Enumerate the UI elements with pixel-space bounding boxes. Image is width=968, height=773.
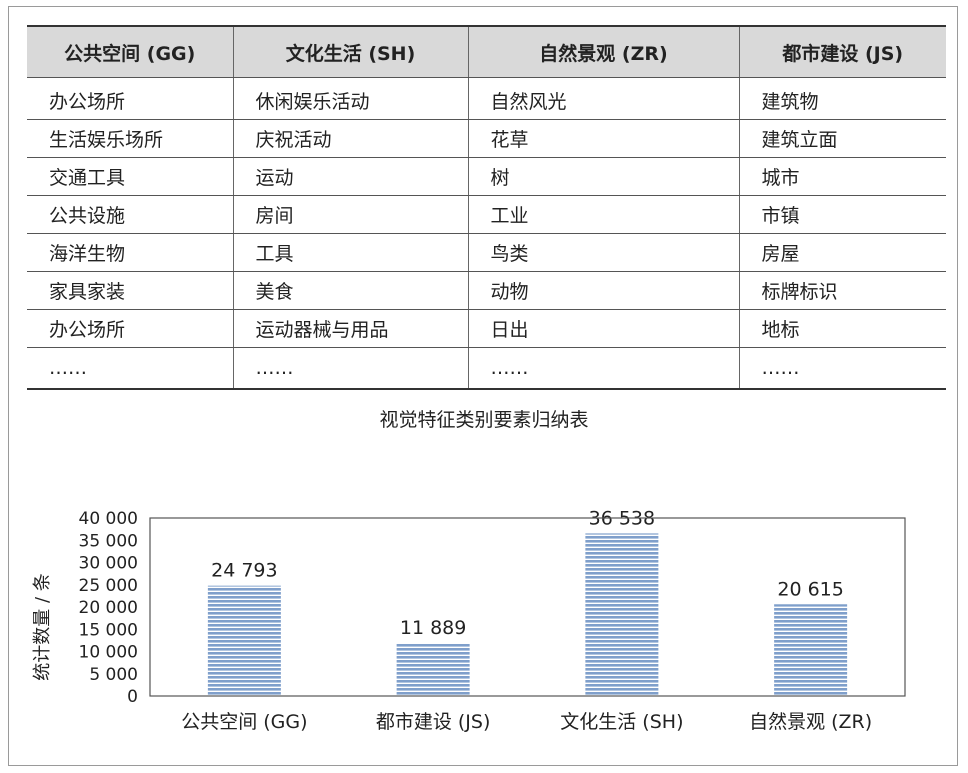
y-tick-label: 25 000 — [79, 576, 138, 596]
header-js: 都市建设 (JS) — [738, 25, 946, 78]
table-cell: 运动器械与用品 — [232, 309, 468, 348]
x-axis: 公共空间 (GG) 都市建设 (JS) 文化生活 (SH) 自然景观 (ZR) — [181, 711, 872, 733]
y-tick-label: 20 000 — [79, 598, 138, 618]
table-cell: 工具 — [232, 233, 468, 272]
bar — [396, 643, 470, 696]
table-row: 海洋生物 工具 鸟类 房屋 — [27, 233, 946, 272]
table-cell: 自然风光 — [467, 77, 739, 120]
table-cell: 标牌标识 — [738, 271, 946, 310]
table-cell: 房间 — [232, 195, 468, 234]
table-row: 办公场所 休闲娱乐活动 自然风光 建筑物 — [27, 77, 946, 120]
bar — [774, 604, 848, 696]
table-cell: 建筑立面 — [738, 119, 946, 158]
table-cell: 家具家装 — [27, 271, 233, 310]
table-cell: 海洋生物 — [27, 233, 233, 272]
bar — [585, 533, 659, 696]
table-cell: 生活娱乐场所 — [27, 119, 233, 158]
y-tick-label: 30 000 — [79, 554, 138, 574]
x-tick-label: 公共空间 (GG) — [181, 711, 307, 733]
x-tick-label: 文化生活 (SH) — [560, 711, 683, 733]
table-cell: 美食 — [232, 271, 468, 310]
y-tick-label: 10 000 — [79, 643, 138, 663]
table-cell: 公共设施 — [27, 195, 233, 234]
header-sh: 文化生活 (SH) — [232, 25, 468, 78]
table-cell: 工业 — [467, 195, 739, 234]
table-cell: 运动 — [232, 157, 468, 196]
table-cell: 庆祝活动 — [232, 119, 468, 158]
y-axis-label: 统计数量 / 条 — [32, 573, 53, 681]
table-cell: 办公场所 — [27, 77, 233, 120]
table-cell: 地标 — [738, 309, 946, 348]
bar-value-label: 20 615 — [777, 578, 843, 600]
table-cell: …… — [467, 347, 739, 390]
bar-value-label: 24 793 — [211, 560, 277, 582]
table-row: 办公场所 运动器械与用品 日出 地标 — [27, 309, 946, 348]
table-row: 交通工具 运动 树 城市 — [27, 157, 946, 196]
y-tick-label: 5 000 — [89, 665, 138, 685]
x-tick-label: 都市建设 (JS) — [376, 711, 491, 733]
y-tick-label: 15 000 — [79, 620, 138, 640]
table-cell: 花草 — [467, 119, 739, 158]
table-cell: 休闲娱乐活动 — [232, 77, 468, 120]
table-row: 公共设施 房间 工业 市镇 — [27, 195, 946, 234]
table-cell: 市镇 — [738, 195, 946, 234]
y-tick-label: 35 000 — [79, 531, 138, 551]
table-cell: 城市 — [738, 157, 946, 196]
bar — [207, 585, 281, 696]
table-row: 生活娱乐场所 庆祝活动 花草 建筑立面 — [27, 119, 946, 158]
table-cell: 办公场所 — [27, 309, 233, 348]
table-cell: 交通工具 — [27, 157, 233, 196]
x-tick-label: 自然景观 (ZR) — [749, 711, 872, 733]
figure-frame — [8, 6, 958, 766]
header-zr: 自然景观 (ZR) — [467, 25, 739, 78]
plot-area-border — [149, 517, 906, 697]
table-cell: 房屋 — [738, 233, 946, 272]
table-header-row: 公共空间 (GG) 文化生活 (SH) 自然景观 (ZR) 都市建设 (JS) — [27, 25, 946, 78]
table-cell: 鸟类 — [467, 233, 739, 272]
table-row: 家具家装 美食 动物 标牌标识 — [27, 271, 946, 310]
table-cell: 建筑物 — [738, 77, 946, 120]
table-cell: 树 — [467, 157, 739, 196]
feature-table: 公共空间 (GG) 文化生活 (SH) 自然景观 (ZR) 都市建设 (JS) … — [27, 25, 946, 390]
header-gg: 公共空间 (GG) — [27, 25, 233, 78]
table-cell: 动物 — [467, 271, 739, 310]
table-row: …… …… …… …… — [27, 347, 946, 390]
table-caption: 视觉特征类别要素归纳表 — [379, 409, 589, 431]
y-tick-label: 40 000 — [79, 509, 138, 529]
table-cell: …… — [738, 347, 946, 390]
y-tick-label: 0 — [127, 687, 138, 707]
table-cell: …… — [232, 347, 468, 390]
table-cell: 日出 — [467, 309, 739, 348]
table-cell: …… — [27, 347, 233, 390]
bar-value-label: 11 889 — [400, 617, 466, 639]
